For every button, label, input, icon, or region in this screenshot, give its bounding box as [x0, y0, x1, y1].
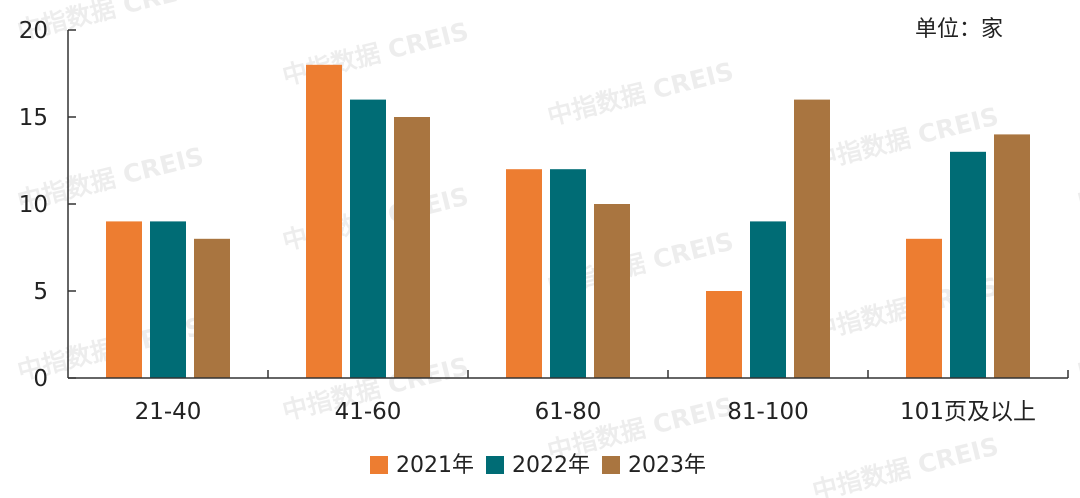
watermark-text: 中指数据 CREIS [809, 432, 1001, 498]
bar [306, 64, 342, 379]
legend-item: 2022年 [486, 453, 590, 478]
y-tick-label: 15 [19, 105, 48, 131]
x-tick-label: 41-60 [335, 399, 402, 425]
bar [794, 99, 830, 378]
x-tick-label: 61-80 [535, 399, 602, 425]
unit-label: 单位：家 [915, 17, 1003, 42]
x-tick-label: 101页及以上 [900, 399, 1036, 425]
bar [550, 169, 586, 378]
legend: 2021年 2022年 2023年 [370, 453, 706, 478]
bar [950, 151, 986, 378]
bar [150, 221, 186, 378]
legend-item: 2023年 [602, 453, 706, 478]
bar [750, 221, 786, 378]
watermark-text: 中指数据 CREIS [1074, 142, 1080, 216]
legend-label: 2021年 [396, 453, 474, 478]
y-tick-label: 5 [33, 279, 48, 305]
bar [906, 238, 942, 378]
y-tick-label: 0 [33, 366, 48, 392]
x-tick-label: 21-40 [135, 399, 202, 425]
bar [506, 169, 542, 378]
legend-swatch [370, 456, 388, 474]
legend-label: 2022年 [512, 453, 590, 478]
bar [994, 134, 1030, 378]
x-axis-ticks: 21-40 41-60 61-80 81-100 101页及以上 [135, 370, 1069, 425]
bar [106, 221, 142, 378]
y-tick-label: 10 [19, 192, 48, 218]
legend-swatch [602, 456, 620, 474]
legend-item: 2021年 [370, 453, 474, 478]
y-tick-label: 20 [19, 18, 48, 44]
bar [394, 117, 430, 378]
legend-swatch [486, 456, 504, 474]
watermark-text: 中指数据 CREIS [544, 57, 736, 131]
bar [350, 99, 386, 378]
bars-layer [106, 64, 1030, 379]
bar [706, 291, 742, 378]
watermark-text: 中指数据 CREIS [1074, 312, 1080, 386]
x-tick-label: 81-100 [727, 399, 808, 425]
bar [194, 238, 230, 378]
y-axis-ticks: 0 5 10 15 20 [19, 18, 76, 392]
bar [594, 204, 630, 378]
legend-label: 2023年 [628, 453, 706, 478]
